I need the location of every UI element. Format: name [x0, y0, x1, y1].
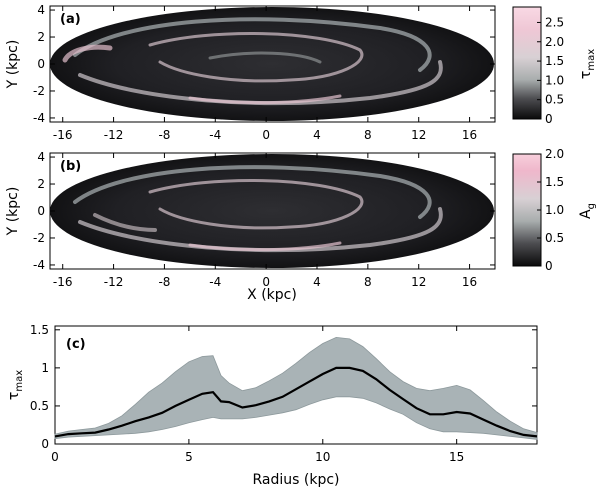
panel-b-xticks: -16 -12 -8 -4 0 4 8 12 16: [53, 153, 477, 289]
b-ytick-label: 0: [37, 204, 45, 218]
b-xtick-label: -8: [158, 275, 170, 289]
a-ytick-label: 2: [37, 30, 45, 44]
c-xtick-label: 0: [51, 450, 59, 464]
b-ytick-label: -2: [33, 231, 45, 245]
panel-b-colorbar-label-main: A: [578, 209, 594, 219]
a-ytick-label: -2: [33, 84, 45, 98]
panel-c-label: (c): [66, 337, 86, 352]
c-xtick-label: 5: [185, 450, 193, 464]
panel-c-yticks: 1.5 1 0.5 0: [30, 323, 537, 451]
c-ytick-label: 1: [41, 361, 49, 375]
b-cbtick-label: 2.0: [545, 147, 564, 161]
b-xtick-label: -12: [104, 275, 124, 289]
a-cbtick-label: 0.5: [545, 93, 564, 107]
panel-c-ylabel-main: τ: [6, 392, 22, 400]
panel-c-mean-line: [54, 366, 538, 438]
panel-b: (b) -16 -12 -8 -4 0 4 8 12 16 4 2 0 -2 -4 Y (kpc) X …: [5, 147, 597, 303]
b-cbtick-label: 1.5: [545, 175, 564, 189]
panel-b-galaxy-map: [50, 154, 494, 268]
c-xtick-label: 15: [449, 450, 464, 464]
panel-b-yticks: 4 2 0 -2 -4: [33, 150, 495, 272]
panel-a-colorbar-ticks: 0 0.5 1.0 1.5 2.0 2.5: [537, 15, 564, 126]
panel-a-spiral-features: [62, 17, 443, 106]
b-xtick-label: -4: [209, 275, 221, 289]
c-ytick-label: 1.5: [30, 323, 49, 337]
panel-a: (a) -16 -12 -8 -4 0 4 8 12 16 420-2-4 Y (kpc) 00…: [5, 3, 597, 142]
panel-c-xticks: 0 5 10 15: [51, 326, 464, 464]
a-ytick-label: 0: [37, 57, 45, 71]
b-xtick-label: 16: [462, 275, 477, 289]
a-cbtick-label: 0: [545, 112, 553, 126]
panel-c: (c) 0 5 10 15 1.5 1 0.5 0 Radius (kpc) τmax: [6, 323, 538, 488]
c-ytick-label: 0.5: [30, 399, 49, 413]
b-xtick-label: -16: [53, 275, 73, 289]
panel-b-label: (b): [60, 159, 81, 174]
c-ytick-label: 0: [41, 437, 49, 451]
panel-c-ylabel: τmax: [6, 370, 25, 400]
panel-a-colorbar: [512, 6, 542, 120]
a-xtick-label: 0: [262, 128, 270, 142]
panel-b-spiral-features: [73, 165, 443, 253]
panel-a-colorbar-label: τmax: [578, 49, 597, 79]
c-xtick-label: 10: [315, 450, 330, 464]
panel-a-colorbar-label-main: τ: [578, 71, 594, 79]
b-xtick-label: 0: [262, 275, 270, 289]
panel-a-galaxy-map: [50, 7, 494, 121]
a-cbtick-label: 1.0: [545, 73, 564, 87]
a-cbtick-label: 2.0: [545, 35, 564, 49]
panel-c-ylabel-sub: max: [14, 370, 25, 392]
a-xtick-label: 12: [411, 128, 426, 142]
panel-c-plot: [54, 336, 538, 440]
panel-b-colorbar-label-sub: g: [586, 203, 597, 209]
a-cbtick-label: 2.5: [545, 15, 564, 29]
panel-b-colorbar-label: Ag: [578, 203, 597, 219]
panel-b-xlabel: X (kpc): [247, 287, 297, 303]
a-xtick-label: -4: [209, 128, 221, 142]
a-xtick-label: -12: [104, 128, 124, 142]
a-ytick-label: -4: [33, 111, 45, 125]
panel-b-colorbar-ticks: 0 0.5 1.0 1.5 2.0: [537, 147, 564, 273]
a-cbtick-label: 1.5: [545, 54, 564, 68]
panel-a-label: (a): [60, 12, 81, 27]
panel-c-xlabel: Radius (kpc): [252, 472, 339, 488]
panel-a-ylabel: Y (kpc): [5, 40, 21, 90]
a-xtick-label: 16: [462, 128, 477, 142]
b-xtick-label: 8: [364, 275, 372, 289]
b-cbtick-label: 1.0: [545, 203, 564, 217]
b-cbtick-label: 0.5: [545, 231, 564, 245]
b-xtick-label: 4: [313, 275, 321, 289]
panel-a-yticks: 4 2 0 -2 -4: [33, 3, 495, 125]
b-cbtick-label: 0: [545, 259, 553, 273]
b-ytick-label: 4: [37, 150, 45, 164]
a-xtick-label: -16: [53, 128, 73, 142]
a-xtick-label: 8: [364, 128, 372, 142]
a-ytick-label: 4: [37, 3, 45, 17]
a-xtick-label: 4: [313, 128, 321, 142]
panel-a-colorbar-label-sub: max: [586, 49, 597, 71]
b-ytick-label: -4: [33, 258, 45, 272]
b-ytick-label: 2: [37, 177, 45, 191]
panel-a-xticks: -16 -12 -8 -4 0 4 8 12 16: [53, 6, 477, 142]
panel-b-ylabel: Y (kpc): [5, 187, 21, 237]
a-xtick-label: -8: [158, 128, 170, 142]
panel-b-colorbar: [512, 153, 542, 267]
b-xtick-label: 12: [411, 275, 426, 289]
